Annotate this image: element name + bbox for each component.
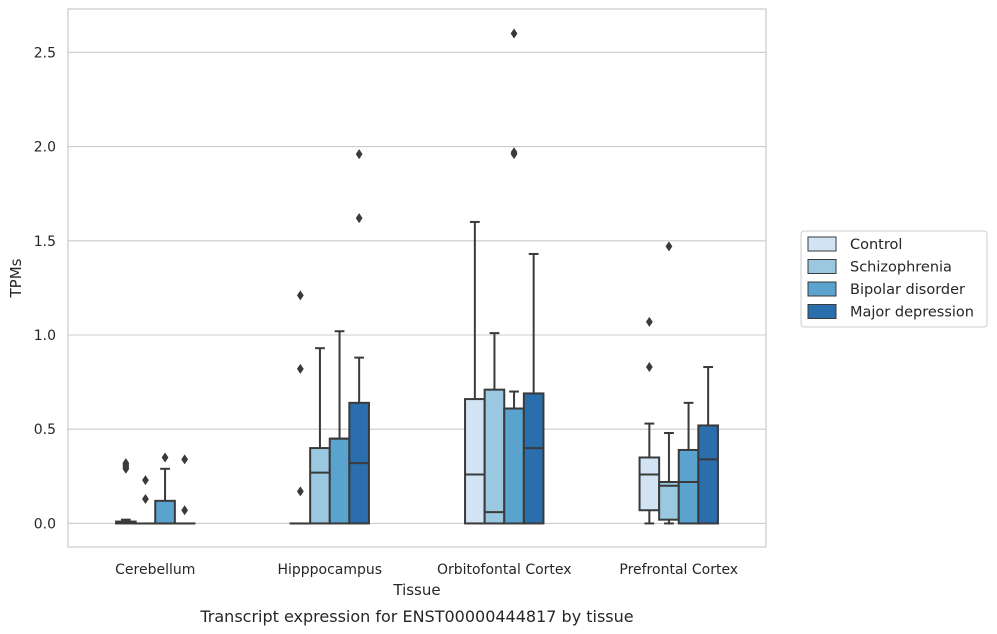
outlier-point	[665, 241, 673, 252]
x-axis-ticks: Cerebellum Hipppocampus Orbitofontal Corte…	[115, 562, 738, 578]
box	[483, 332, 506, 525]
outlier-point	[510, 149, 518, 160]
legend-swatch	[807, 259, 837, 274]
box	[522, 252, 545, 525]
box-body	[638, 456, 661, 512]
box	[638, 316, 661, 525]
outlier-point	[645, 362, 653, 373]
y-tick-label: 0.5	[34, 422, 56, 438]
legend-label: Control	[850, 237, 902, 253]
box-body	[658, 480, 680, 521]
outlier-point	[142, 493, 149, 504]
x-axis-label: Tissue	[392, 581, 440, 599]
series-major-depression	[173, 149, 719, 525]
box-body	[503, 407, 525, 525]
legend: Control Schizophrenia Bipolar disorder Majo…	[800, 230, 988, 328]
x-tick-label: Orbitofontal Cortex	[437, 562, 572, 578]
legend-label: Schizophrenia	[850, 260, 952, 276]
box	[348, 149, 370, 525]
outlier-point	[142, 475, 149, 486]
box	[658, 241, 680, 525]
box-body	[483, 388, 506, 525]
box	[173, 454, 196, 525]
box	[134, 475, 157, 525]
y-tick-label: 1.0	[34, 328, 56, 344]
box-body	[464, 398, 486, 525]
legend-item: Control	[807, 236, 902, 253]
outlier-point	[181, 505, 189, 516]
box	[328, 330, 351, 525]
boxplot-series	[115, 28, 719, 525]
outlier-point	[122, 458, 130, 469]
y-tick-label: 2.0	[34, 140, 56, 156]
x-tick-label: Cerebellum	[115, 562, 195, 578]
y-tick-label: 0.0	[34, 516, 56, 532]
plot-frame	[67, 8, 767, 548]
chart-caption: Transcript expression for ENST0000044481…	[199, 607, 633, 626]
box-body	[522, 392, 545, 525]
series-bipolar-disorder	[154, 28, 700, 525]
y-axis-ticks: 0.0 0.5 1.0 1.5 2.0 2.5	[34, 45, 56, 532]
x-tick-label: Prefrontal Cortex	[619, 562, 738, 578]
x-tick-label: Hipppocampus	[277, 562, 382, 578]
legend-item: Major depression	[807, 304, 974, 321]
outlier-point	[645, 316, 653, 327]
legend-swatch	[807, 281, 837, 297]
y-axis-label: TPMs	[7, 258, 25, 298]
outlier-point	[296, 363, 304, 374]
legend-item: Schizophrenia	[807, 259, 952, 276]
box	[115, 458, 137, 525]
legend-item: Bipolar disorder	[807, 281, 965, 298]
outlier-point	[296, 486, 304, 497]
box	[677, 401, 700, 525]
box-body	[328, 437, 351, 525]
series-schizophrenia	[134, 241, 680, 525]
outlier-point	[181, 454, 189, 465]
box-body	[697, 424, 719, 525]
legend-swatch	[807, 236, 837, 252]
legend-swatch	[807, 304, 837, 319]
series-control	[115, 220, 661, 525]
outlier-point	[355, 213, 363, 224]
grid-lines	[68, 51, 766, 524]
legend-label: Major depression	[850, 305, 974, 321]
y-tick-label: 2.5	[34, 45, 56, 61]
box	[503, 28, 525, 525]
box	[289, 290, 312, 525]
box	[697, 366, 719, 525]
legend-label: Bipolar disorder	[850, 282, 965, 298]
box	[309, 347, 331, 525]
box	[464, 220, 486, 525]
box-body	[677, 448, 700, 525]
box-body	[309, 447, 331, 525]
box-body	[154, 499, 176, 525]
y-tick-label: 1.5	[34, 234, 56, 250]
outlier-point	[296, 290, 304, 301]
outlier-point	[355, 149, 363, 160]
outlier-point	[510, 28, 518, 39]
outlier-point	[161, 452, 169, 463]
box	[154, 452, 176, 525]
legend-frame	[800, 230, 988, 328]
